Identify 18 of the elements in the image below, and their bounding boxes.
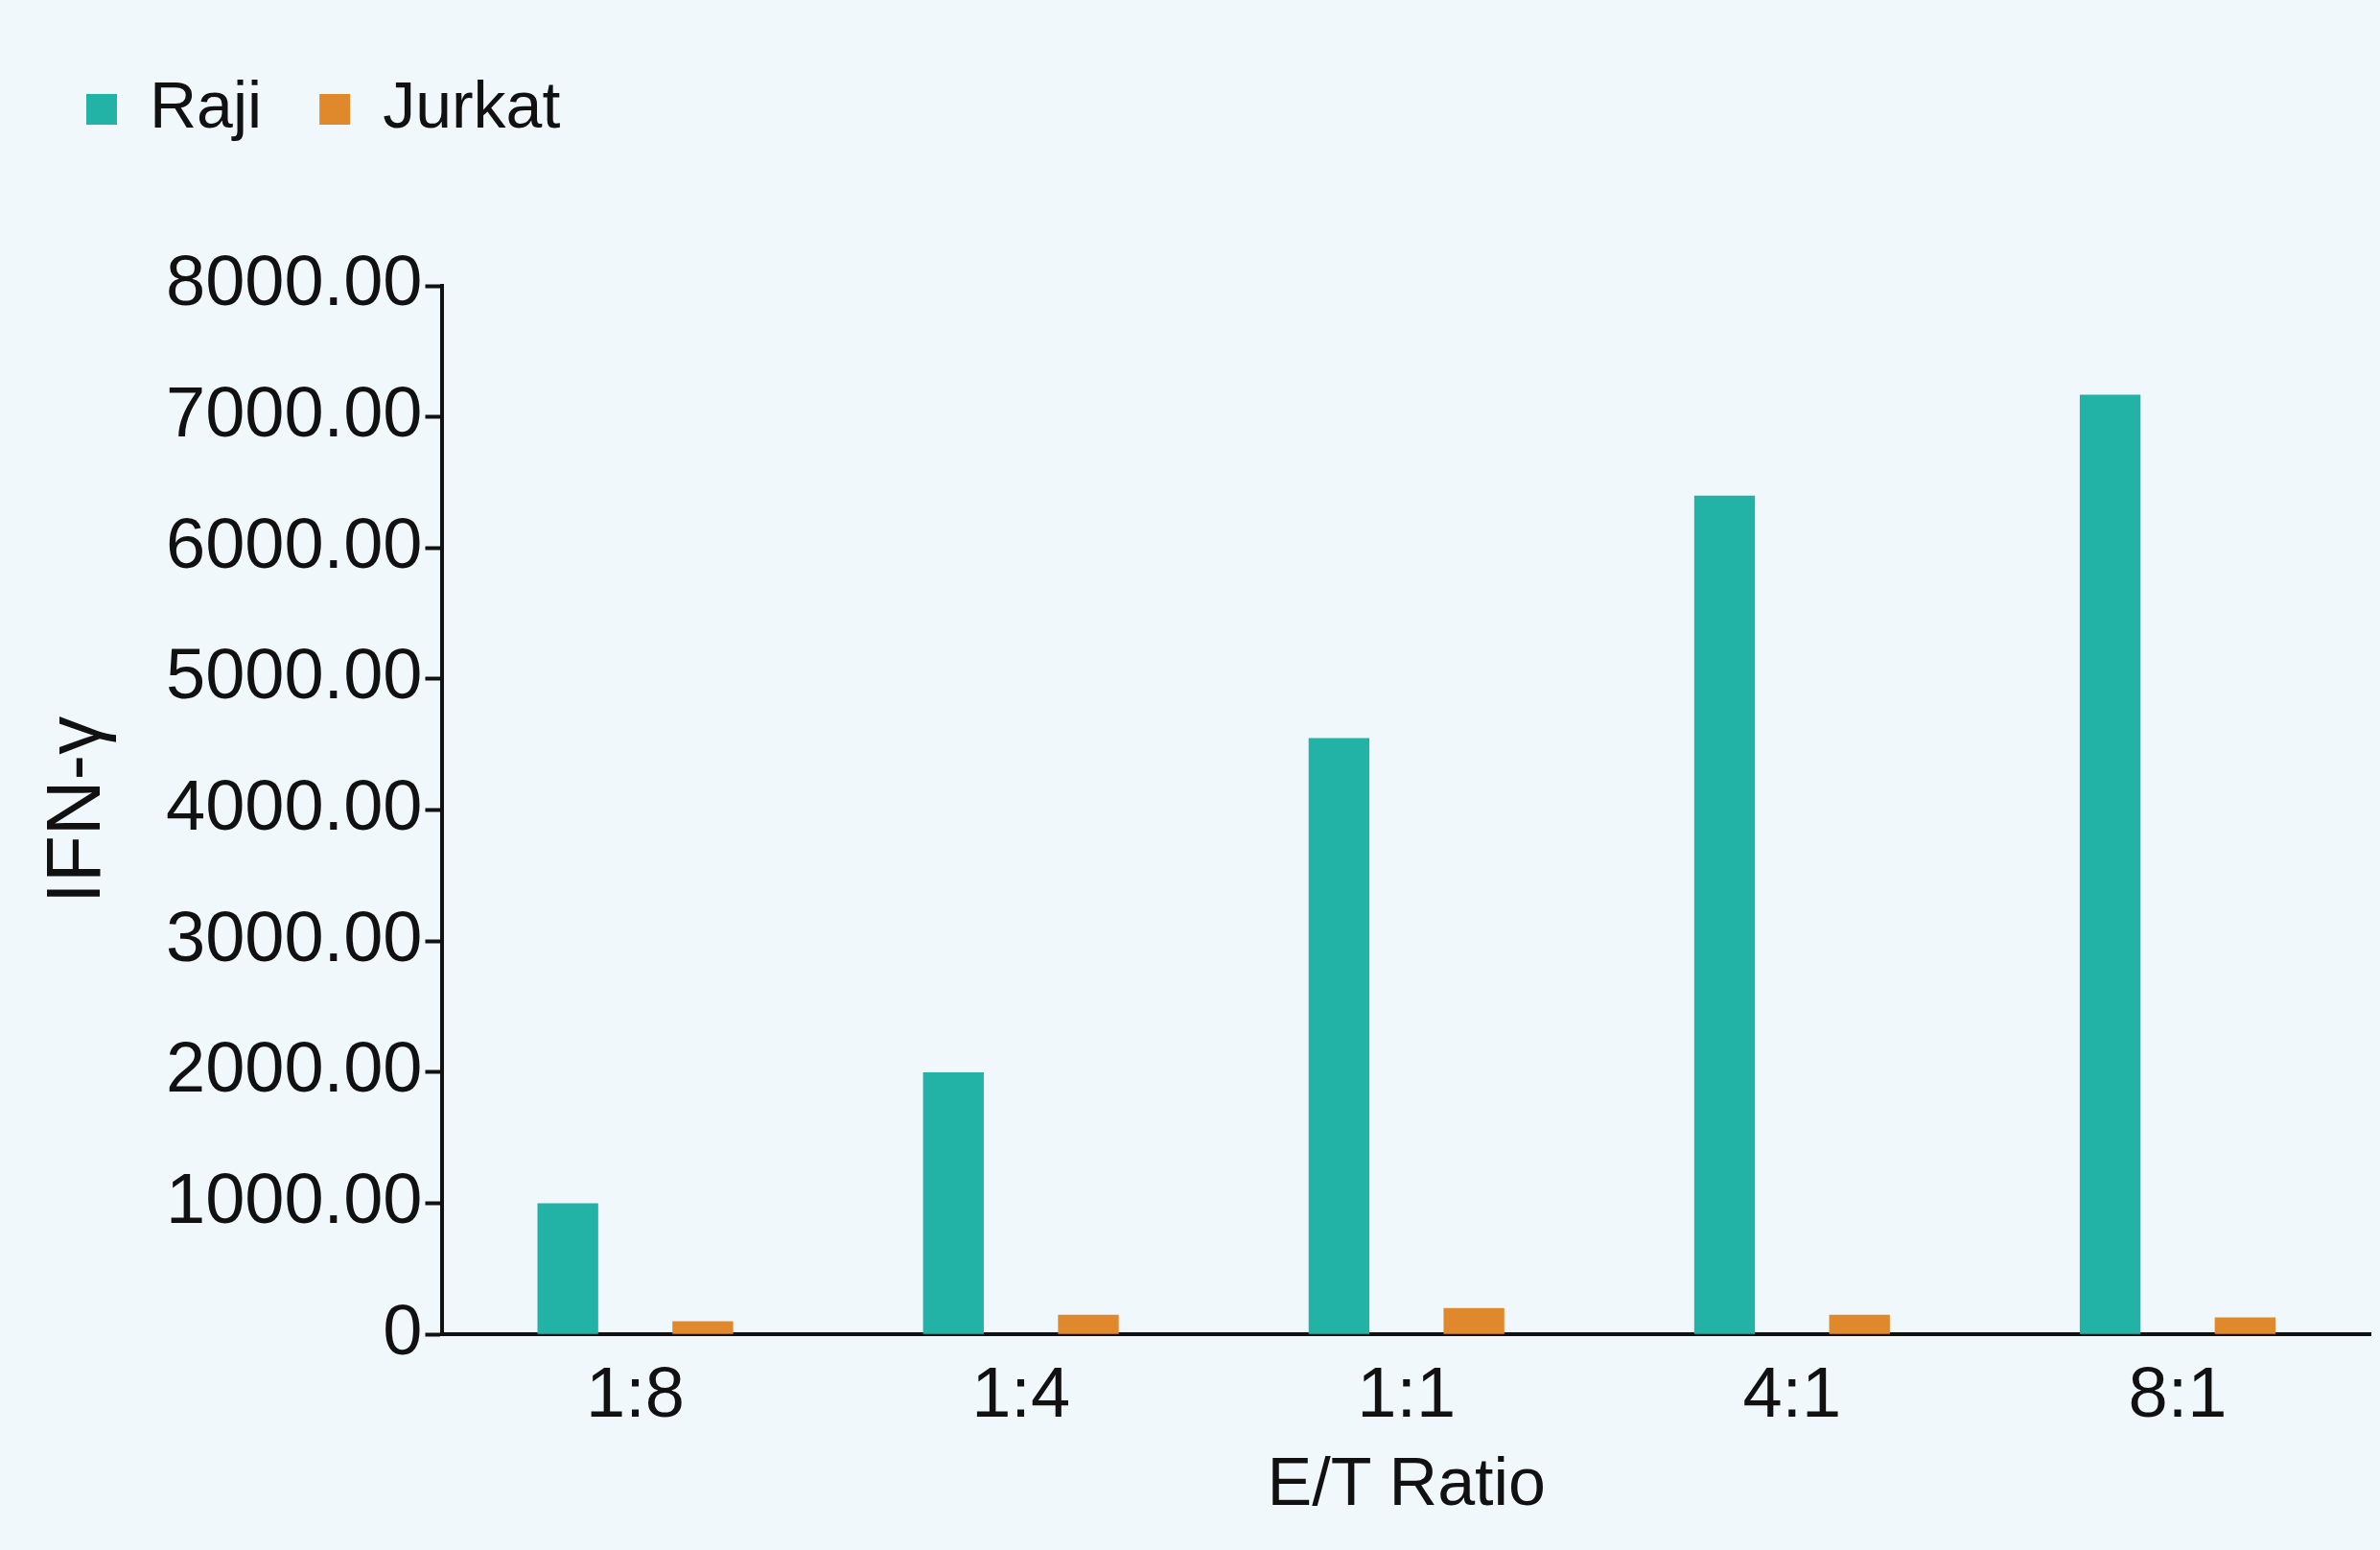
y-tick-label: 5000.00 — [165, 634, 423, 715]
x-tick-label: 1:1 — [1357, 1352, 1457, 1433]
y-tick-label: 8000.00 — [165, 241, 423, 321]
y-tick-label: 7000.00 — [165, 372, 423, 453]
x-tick-label: 8:1 — [2128, 1352, 2228, 1433]
x-axis-title: E/T Ratio — [1267, 1444, 1546, 1520]
y-tick-label: 1000.00 — [165, 1158, 423, 1238]
legend-label: Jurkat — [383, 67, 561, 141]
x-tick-label: 4:1 — [1742, 1352, 1842, 1433]
y-axis-title: IFN-γ — [31, 716, 117, 904]
y-tick-label: 4000.00 — [165, 765, 423, 846]
y-tick-label: 2000.00 — [165, 1027, 423, 1108]
y-tick-label: 0 — [383, 1289, 423, 1370]
x-tick-label: 1:4 — [971, 1352, 1071, 1433]
y-tick-label: 3000.00 — [165, 896, 423, 976]
legend-label: Raji — [150, 67, 263, 141]
x-tick-label: 1:8 — [586, 1352, 685, 1433]
y-tick-label: 6000.00 — [165, 503, 423, 583]
